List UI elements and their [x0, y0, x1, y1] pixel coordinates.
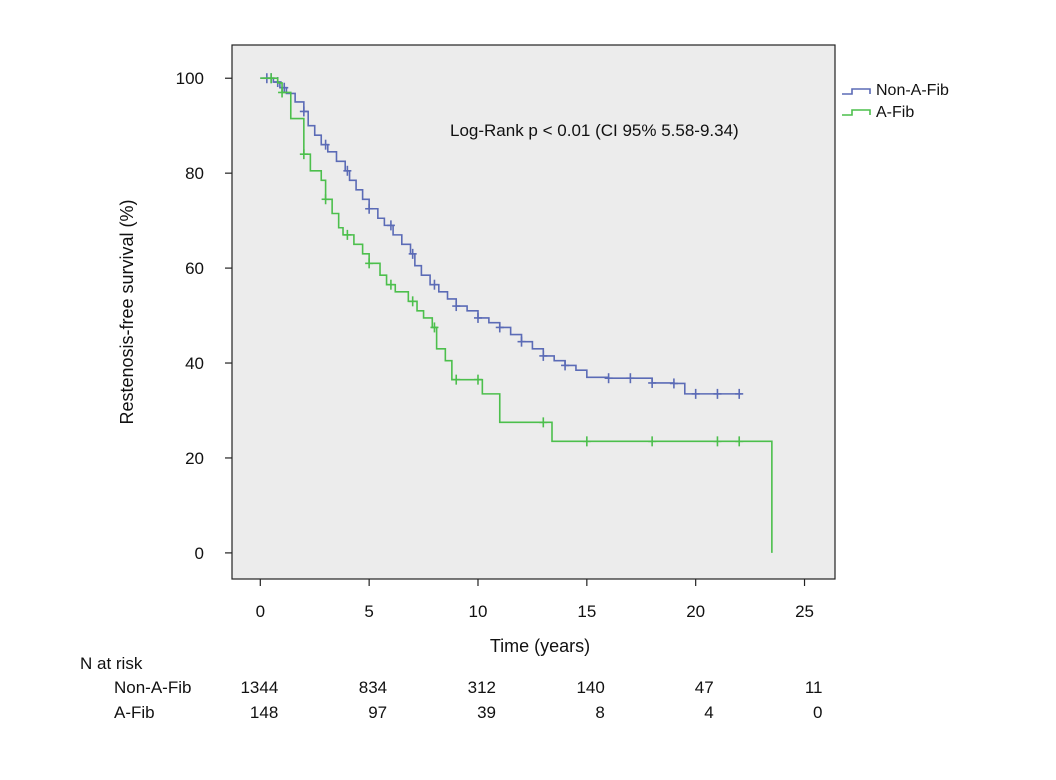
- legend: Non-A-Fib A-Fib: [842, 82, 949, 121]
- risk-row-label-a-fib: A-Fib: [114, 703, 155, 722]
- censor-mark-a-fib: [713, 436, 722, 447]
- censor-mark-non-a-fib: [495, 322, 504, 333]
- risk-value-non-a-fib: 140: [576, 678, 604, 697]
- censor-mark-non-a-fib: [669, 378, 678, 389]
- y-tick-label: 20: [185, 449, 204, 468]
- censor-mark-non-a-fib: [408, 248, 417, 259]
- censor-mark-non-a-fib: [517, 336, 526, 347]
- risk-row-label-non-a-fib: Non-A-Fib: [114, 678, 191, 697]
- censor-mark-a-fib: [430, 322, 439, 333]
- censor-mark-non-a-fib: [626, 373, 635, 384]
- x-tick-label: 0: [256, 602, 265, 621]
- censor-mark-non-a-fib: [430, 279, 439, 290]
- x-axis-title: Time (years): [490, 636, 590, 656]
- censor-mark-non-a-fib: [299, 106, 308, 117]
- y-axis-title: Restenosis-free survival (%): [117, 199, 137, 424]
- risk-value-non-a-fib: 312: [468, 678, 496, 697]
- risk-value-non-a-fib: 11: [805, 678, 823, 697]
- risk-table: N at risk Non-A-Fib A-Fib 1344 834 312 140 4…: [80, 654, 823, 722]
- censor-mark-non-a-fib: [691, 388, 700, 399]
- risk-value-a-fib: 148: [250, 703, 278, 722]
- x-tick-label: 20: [686, 602, 705, 621]
- risk-value-non-a-fib: 47: [695, 678, 714, 697]
- censor-mark-non-a-fib: [343, 165, 352, 176]
- series-line-non-a-fib: [260, 77, 742, 395]
- censor-mark-a-fib: [735, 436, 744, 447]
- risk-value-a-fib: 8: [595, 703, 604, 722]
- risk-value-a-fib: 39: [477, 703, 496, 722]
- x-tick-label: 5: [364, 602, 373, 621]
- risk-value-non-a-fib: 1344: [240, 678, 278, 697]
- legend-label-non-a-fib: Non-A-Fib: [876, 82, 949, 99]
- censor-mark-a-fib: [343, 229, 352, 240]
- censor-mark-a-fib: [582, 436, 591, 447]
- y-tick-label: 100: [176, 69, 204, 88]
- censor-mark-a-fib: [539, 417, 548, 428]
- risk-value-a-fib: 4: [704, 703, 713, 722]
- censor-mark-a-fib: [386, 279, 395, 290]
- y-tick-label: 0: [195, 544, 204, 563]
- censor-mark-non-a-fib: [539, 350, 548, 361]
- censor-mark-non-a-fib: [648, 377, 657, 388]
- series-line-a-fib: [260, 77, 773, 553]
- x-tick-label: 10: [469, 602, 488, 621]
- legend-line-a-fib: [842, 109, 871, 116]
- x-tick-label: 15: [577, 602, 596, 621]
- censor-mark-non-a-fib: [604, 373, 613, 384]
- series-layer: [260, 73, 773, 553]
- legend-label-a-fib: A-Fib: [876, 104, 914, 121]
- risk-value-non-a-fib: 834: [359, 678, 387, 697]
- y-tick-label: 40: [185, 354, 204, 373]
- y-tick-label: 60: [185, 259, 204, 278]
- y-tick-label: 80: [185, 164, 204, 183]
- censor-mark-a-fib: [452, 374, 461, 385]
- censor-mark-non-a-fib: [561, 360, 570, 371]
- censor-mark-a-fib: [278, 87, 287, 98]
- censor-mark-a-fib: [321, 194, 330, 205]
- legend-line-non-a-fib: [842, 88, 871, 95]
- plot-area: [231, 44, 836, 580]
- censor-mark-a-fib: [299, 149, 308, 160]
- censor-mark-a-fib: [408, 296, 417, 307]
- risk-value-a-fib: 0: [813, 703, 822, 722]
- censor-mark-non-a-fib: [321, 139, 330, 150]
- censor-mark-non-a-fib: [473, 312, 482, 323]
- log-rank-annotation: Log-Rank p < 0.01 (CI 95% 5.58-9.34): [450, 121, 739, 140]
- risk-value-a-fib: 97: [368, 703, 387, 722]
- censor-mark-a-fib: [365, 258, 374, 269]
- censor-mark-non-a-fib: [386, 220, 395, 231]
- censor-mark-a-fib: [648, 436, 657, 447]
- censor-mark-a-fib: [473, 374, 482, 385]
- risk-values: 1344 834 312 140 47 11 148 97 39 8 4 0: [240, 678, 822, 722]
- censor-mark-non-a-fib: [365, 203, 374, 214]
- x-axis: 0 5 10 15 20 25: [256, 579, 814, 621]
- y-axis: 0 20 40 60 80 100: [176, 69, 232, 563]
- x-tick-label: 25: [795, 602, 814, 621]
- censor-mark-non-a-fib: [735, 388, 744, 399]
- censor-mark-a-fib: [267, 73, 276, 84]
- censor-mark-non-a-fib: [713, 388, 722, 399]
- censor-mark-non-a-fib: [452, 301, 461, 312]
- risk-table-title: N at risk: [80, 654, 143, 673]
